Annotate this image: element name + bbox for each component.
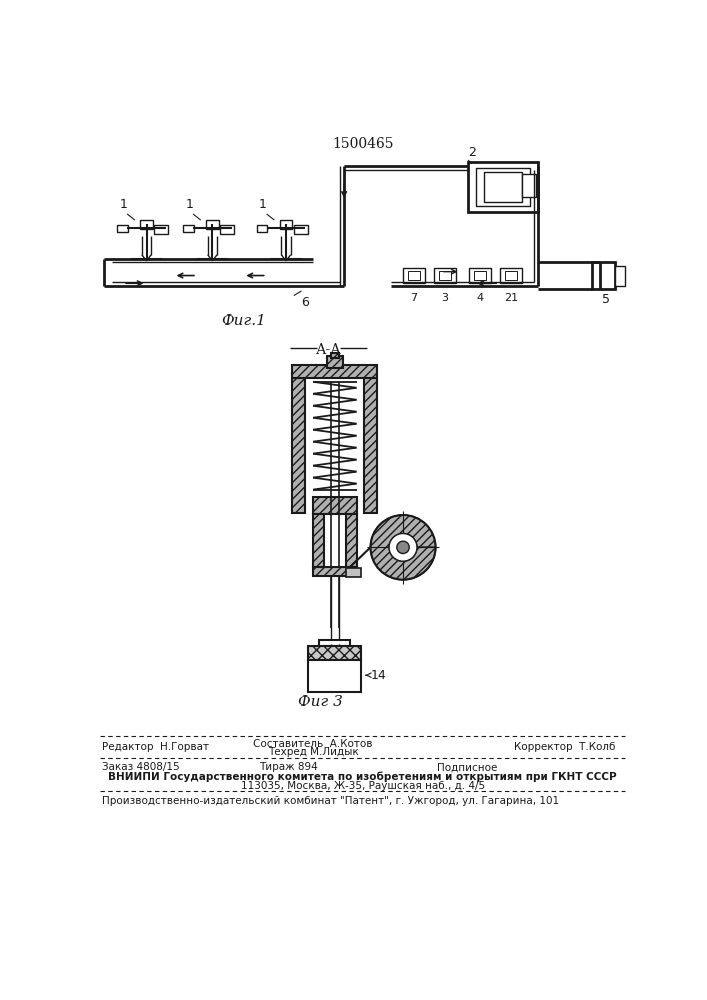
Text: 1: 1 (185, 198, 193, 211)
Bar (500, 268, 522, 283)
Bar (257, 225, 267, 232)
Text: Техред М.Лидык: Техред М.Лидык (268, 747, 358, 757)
Bar (292, 378, 305, 513)
Text: 5: 5 (602, 293, 610, 306)
Bar (346, 568, 361, 577)
Circle shape (389, 533, 417, 561)
Bar (346, 514, 356, 567)
Bar (308, 646, 361, 660)
Bar (592, 262, 615, 289)
Text: 7: 7 (410, 293, 417, 303)
Bar (280, 220, 292, 229)
Bar (313, 567, 356, 576)
Bar (346, 514, 356, 567)
Bar (468, 162, 538, 212)
Bar (364, 378, 378, 513)
Text: Фиг 3: Фиг 3 (298, 695, 344, 709)
Text: Составитель  А.Котов: Составитель А.Котов (253, 739, 373, 749)
Bar (403, 268, 425, 283)
Text: 4: 4 (477, 293, 484, 303)
Bar (615, 266, 625, 286)
Text: Производственно-издательский комбинат "Патент", г. Ужгород, ул. Гагарина, 101: Производственно-издательский комбинат "П… (103, 796, 559, 806)
Bar (469, 268, 491, 283)
Text: 14: 14 (370, 669, 386, 682)
Text: 6: 6 (301, 296, 310, 309)
Text: 1500465: 1500465 (332, 137, 394, 151)
Bar (505, 271, 517, 280)
Text: Заказ 4808/15: Заказ 4808/15 (103, 762, 180, 772)
Bar (364, 378, 378, 513)
Bar (313, 514, 324, 567)
Bar (484, 172, 522, 202)
Bar (183, 225, 194, 232)
Text: 21: 21 (503, 293, 518, 303)
Text: 113035, Москва, Ж-35, Раушская наб., д. 4/5: 113035, Москва, Ж-35, Раушская наб., д. … (240, 781, 485, 791)
Text: 2: 2 (468, 145, 476, 158)
Bar (154, 225, 168, 234)
Bar (220, 225, 234, 234)
Bar (292, 378, 305, 513)
Bar (292, 365, 378, 378)
Bar (327, 356, 343, 368)
Bar (522, 174, 537, 197)
Bar (434, 268, 456, 283)
Bar (474, 271, 486, 280)
Text: 1: 1 (119, 198, 127, 211)
Bar (293, 225, 308, 234)
Bar (308, 646, 361, 660)
Bar (313, 514, 324, 567)
Bar (313, 497, 356, 514)
Bar (320, 640, 351, 646)
Bar (206, 220, 218, 229)
Text: 3: 3 (441, 293, 448, 303)
Bar (313, 497, 356, 514)
Circle shape (397, 541, 409, 554)
Bar (438, 271, 451, 280)
Text: Тираж 894: Тираж 894 (259, 762, 317, 772)
Bar (331, 353, 339, 358)
Text: А-А: А-А (316, 343, 341, 357)
Bar (292, 365, 378, 378)
Bar (476, 168, 530, 206)
Text: ВНИИПИ Государственного комитета по изобретениям и открытиям при ГКНТ СССР: ВНИИПИ Государственного комитета по изоб… (108, 771, 617, 782)
Bar (308, 660, 361, 692)
Bar (305, 378, 364, 513)
Bar (117, 225, 128, 232)
Polygon shape (370, 515, 436, 580)
Text: Фиг.1: Фиг.1 (221, 314, 266, 328)
Bar (140, 220, 153, 229)
Bar (313, 567, 356, 576)
Bar (408, 271, 420, 280)
Text: 1: 1 (259, 198, 267, 211)
Text: Подписное: Подписное (437, 762, 498, 772)
Bar (331, 353, 339, 358)
Text: Корректор  Т.Колб: Корректор Т.Колб (514, 742, 615, 752)
Bar (327, 356, 343, 368)
Text: Редактор  Н.Горват: Редактор Н.Горват (103, 742, 209, 752)
